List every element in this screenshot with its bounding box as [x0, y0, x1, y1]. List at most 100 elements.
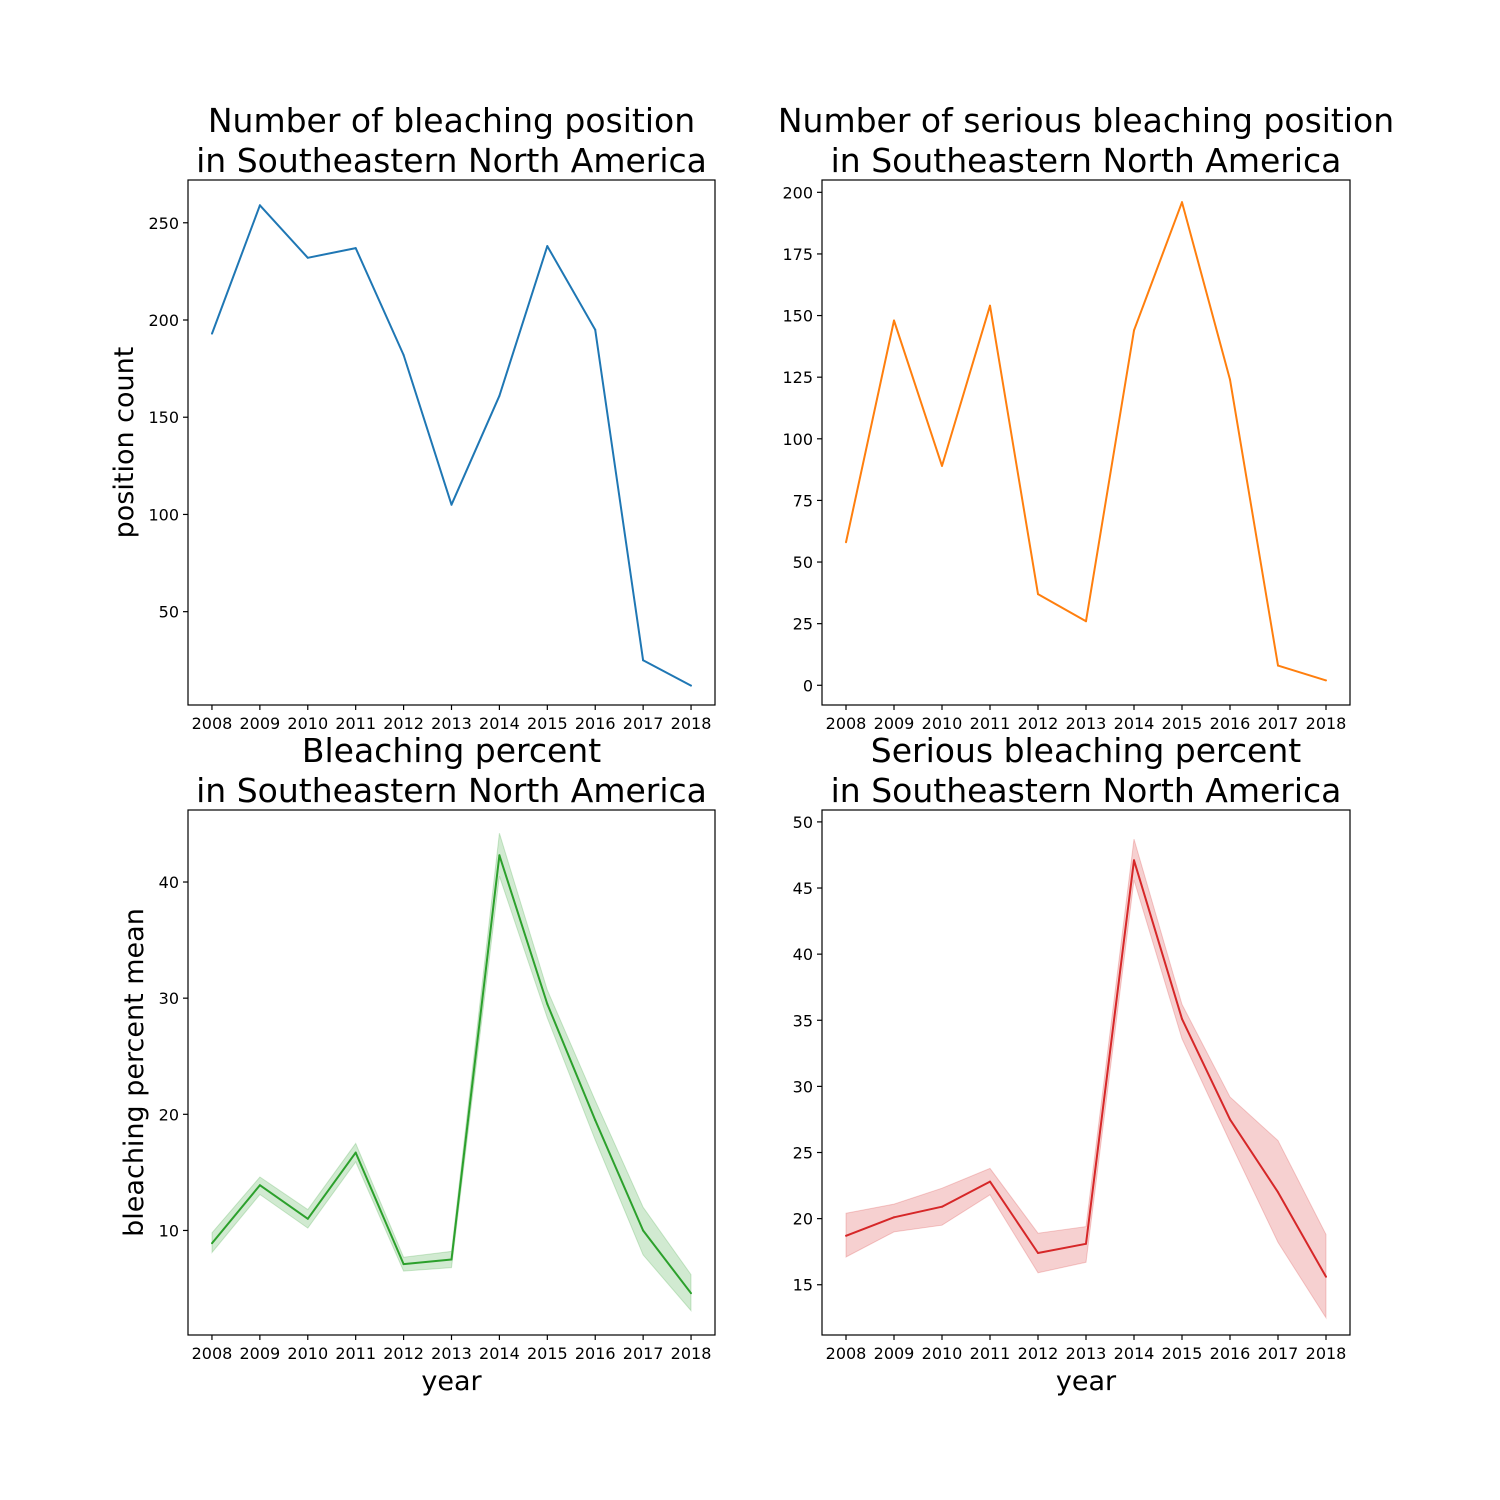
chart-panel-bleaching-position-count: 2008 2009 2010 2011 2012 2013 2014 2015 2016 2017…	[109, 101, 716, 733]
data-point	[258, 1184, 261, 1187]
y-tick-label: 100	[148, 505, 179, 524]
x-tick-label: 2014	[479, 714, 520, 733]
data-point	[642, 659, 645, 662]
y-tick-label: 20	[793, 1210, 813, 1229]
data-point	[594, 1119, 597, 1122]
y-axis-label: position count	[109, 347, 140, 539]
chart-title: Number of bleaching position	[208, 101, 695, 140]
data-point	[498, 854, 501, 857]
x-tick-label: 2013	[431, 1344, 472, 1363]
data-point	[1133, 859, 1135, 862]
data-point	[1229, 378, 1231, 381]
data-point	[690, 1292, 692, 1295]
y-tick-label: 0	[803, 676, 813, 695]
chart-title: Bleaching percent	[302, 731, 601, 770]
x-tick-label: 2012	[383, 1344, 424, 1363]
data-point	[989, 304, 991, 307]
chart-subtitle: in Southeastern North America	[831, 771, 1342, 810]
x-tick-label: 2017	[623, 1344, 664, 1363]
data-point	[845, 1234, 847, 1237]
y-tick-label: 10	[159, 1221, 179, 1240]
data-point	[642, 1229, 645, 1232]
data-point	[306, 256, 309, 259]
data-point	[1085, 620, 1087, 623]
x-tick-label: 2017	[1258, 714, 1299, 733]
y-tick-label: 45	[793, 879, 813, 898]
x-tick-label: 2013	[431, 714, 472, 733]
data-point	[594, 328, 597, 331]
chart-subtitle: in Southeastern North America	[831, 141, 1342, 180]
y-tick-label: 200	[782, 183, 813, 202]
data-point	[1085, 1242, 1087, 1245]
data-point	[402, 1263, 405, 1266]
data-point	[306, 1217, 309, 1220]
x-tick-label: 2018	[1306, 714, 1347, 733]
data-point	[1325, 1275, 1327, 1278]
x-tick-label: 2015	[1162, 1344, 1203, 1363]
y-tick-label: 50	[793, 813, 813, 832]
x-tick-label: 2016	[1210, 714, 1251, 733]
y-tick-label: 20	[159, 1105, 179, 1124]
y-tick-label: 50	[793, 553, 813, 572]
x-tick-label: 2012	[1018, 1344, 1059, 1363]
x-tick-label: 2014	[479, 1344, 520, 1363]
x-tick-label: 2013	[1066, 1344, 1107, 1363]
data-point	[1325, 679, 1327, 682]
chart-title: Number of serious bleaching position	[778, 101, 1394, 140]
x-tick-label: 2011	[970, 714, 1011, 733]
x-tick-label: 2016	[575, 714, 616, 733]
y-tick-label: 35	[793, 1011, 813, 1030]
x-tick-label: 2015	[1162, 714, 1203, 733]
confidence-band	[845, 838, 1327, 1320]
data-point	[498, 394, 501, 397]
x-tick-label: 2016	[575, 1344, 616, 1363]
y-tick-label: 40	[159, 873, 179, 892]
data-point	[1037, 593, 1039, 596]
y-tick-label: 30	[159, 989, 179, 1008]
data-point	[450, 1258, 453, 1261]
x-tick-label: 2011	[335, 1344, 376, 1363]
confidence-band	[211, 833, 692, 1312]
x-tick-label: 2018	[1306, 1344, 1347, 1363]
x-tick-label: 2017	[1258, 1344, 1299, 1363]
y-tick-label: 100	[782, 430, 813, 449]
y-tick-label: 125	[782, 368, 813, 387]
x-tick-label: 2008	[192, 1344, 233, 1363]
data-point	[941, 1205, 943, 1208]
data-point	[893, 319, 895, 322]
data-point	[450, 503, 453, 506]
x-tick-label: 2009	[240, 714, 281, 733]
data-point	[893, 1216, 895, 1219]
x-tick-label: 2012	[383, 714, 424, 733]
data-point	[258, 204, 261, 207]
chart-subtitle: in Southeastern North America	[196, 771, 707, 810]
y-tick-label: 250	[148, 214, 179, 233]
y-tick-label: 175	[782, 245, 813, 264]
x-tick-label: 2009	[874, 1344, 915, 1363]
x-tick-label: 2010	[287, 714, 328, 733]
y-tick-label: 150	[148, 408, 179, 427]
x-tick-label: 2016	[1210, 1344, 1251, 1363]
data-point	[402, 354, 405, 356]
x-tick-label: 2008	[826, 1344, 867, 1363]
x-tick-label: 2015	[527, 714, 568, 733]
x-tick-label: 2015	[527, 1344, 568, 1363]
data-point	[1277, 1191, 1279, 1194]
data-point	[354, 247, 357, 250]
data-point	[211, 332, 213, 335]
y-tick-label: 40	[793, 945, 813, 964]
x-tick-label: 2011	[970, 1344, 1011, 1363]
data-point	[941, 464, 943, 467]
x-tick-label: 2014	[1114, 1344, 1155, 1363]
x-tick-label: 2010	[287, 1344, 328, 1363]
x-tick-label: 2018	[671, 1344, 712, 1363]
data-point	[546, 245, 549, 248]
data-point	[989, 1180, 991, 1183]
x-tick-label: 2014	[1114, 714, 1155, 733]
x-tick-label: 2018	[671, 714, 712, 733]
data-point	[211, 1242, 213, 1245]
y-tick-label: 75	[793, 491, 813, 510]
x-tick-label: 2008	[826, 714, 867, 733]
data-point	[354, 1151, 357, 1154]
